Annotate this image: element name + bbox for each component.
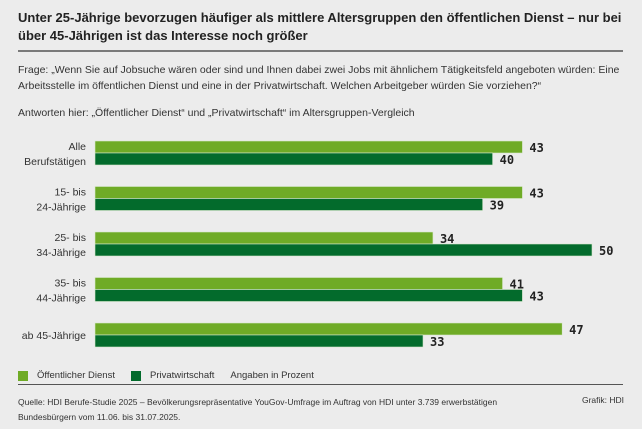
legend-label-public: Öffentlicher Dienst [37,370,115,381]
value-label: 43 [529,187,543,201]
value-label: 47 [569,323,583,337]
bar-public-service [94,140,523,154]
value-label: 34 [440,232,454,246]
category-label: 35- bis [54,278,86,290]
bar-public-service [94,231,434,245]
bar-public-service [94,277,503,290]
legend-label-private: Privatwirtschaft [149,370,215,381]
unit-note-text: Angaben in Prozent [230,370,314,381]
legend-item-public: Öffentlicher Dienst [18,370,115,381]
title-divider [18,50,623,52]
bar-private-sector [94,334,424,348]
value-label: 41 [510,278,524,292]
bar-private-sector [94,198,483,211]
category-label: 15- bis [54,187,86,199]
legend-swatch-public [18,370,28,381]
legend: Öffentlicher Dienst Privatwirtschaft Ang… [18,370,330,381]
category-label: 24-Jährige [36,202,86,214]
bar-private-sector [94,289,523,302]
chart-title: Unter 25-Jährige bevorzugen häufiger als… [18,10,622,43]
graphic-credit: Grafik: HDI [581,395,624,405]
unit-note: Angaben in Prozent [230,370,313,381]
source-note: Quelle: HDI Berufe-Studie 2025 – Bevölke… [18,397,498,422]
value-label: 50 [599,244,613,258]
bar-public-service [94,322,563,336]
answers-note: Antworten hier: „Öffentlicher Dienst“ un… [18,107,415,119]
value-label: 33 [430,335,444,349]
bar-private-sector [94,152,493,166]
category-label: Berufstätigen [24,156,86,168]
legend-swatch-private [130,370,141,381]
value-label: 43 [529,290,543,304]
bar-private-sector [94,243,593,257]
category-label: ab 45-Jährige [22,330,86,342]
value-label: 43 [529,141,543,155]
category-label: 44-Jährige [36,293,86,305]
category-label: 25- bis [54,232,86,244]
survey-question: Frage: „Wenn Sie auf Jobsuche wären oder… [18,64,620,92]
legend-item-private: Privatwirtschaft [130,370,215,381]
footer-divider [18,384,623,385]
value-label: 40 [500,153,514,167]
bar-chart: Alle Berufstätigen 43 40 15- bis 24-Jährige 43… [22,140,613,349]
category-label: 34-Jährige [36,247,86,259]
bar-public-service [94,186,523,199]
category-label: Alle [68,141,86,153]
value-label: 39 [490,199,504,213]
